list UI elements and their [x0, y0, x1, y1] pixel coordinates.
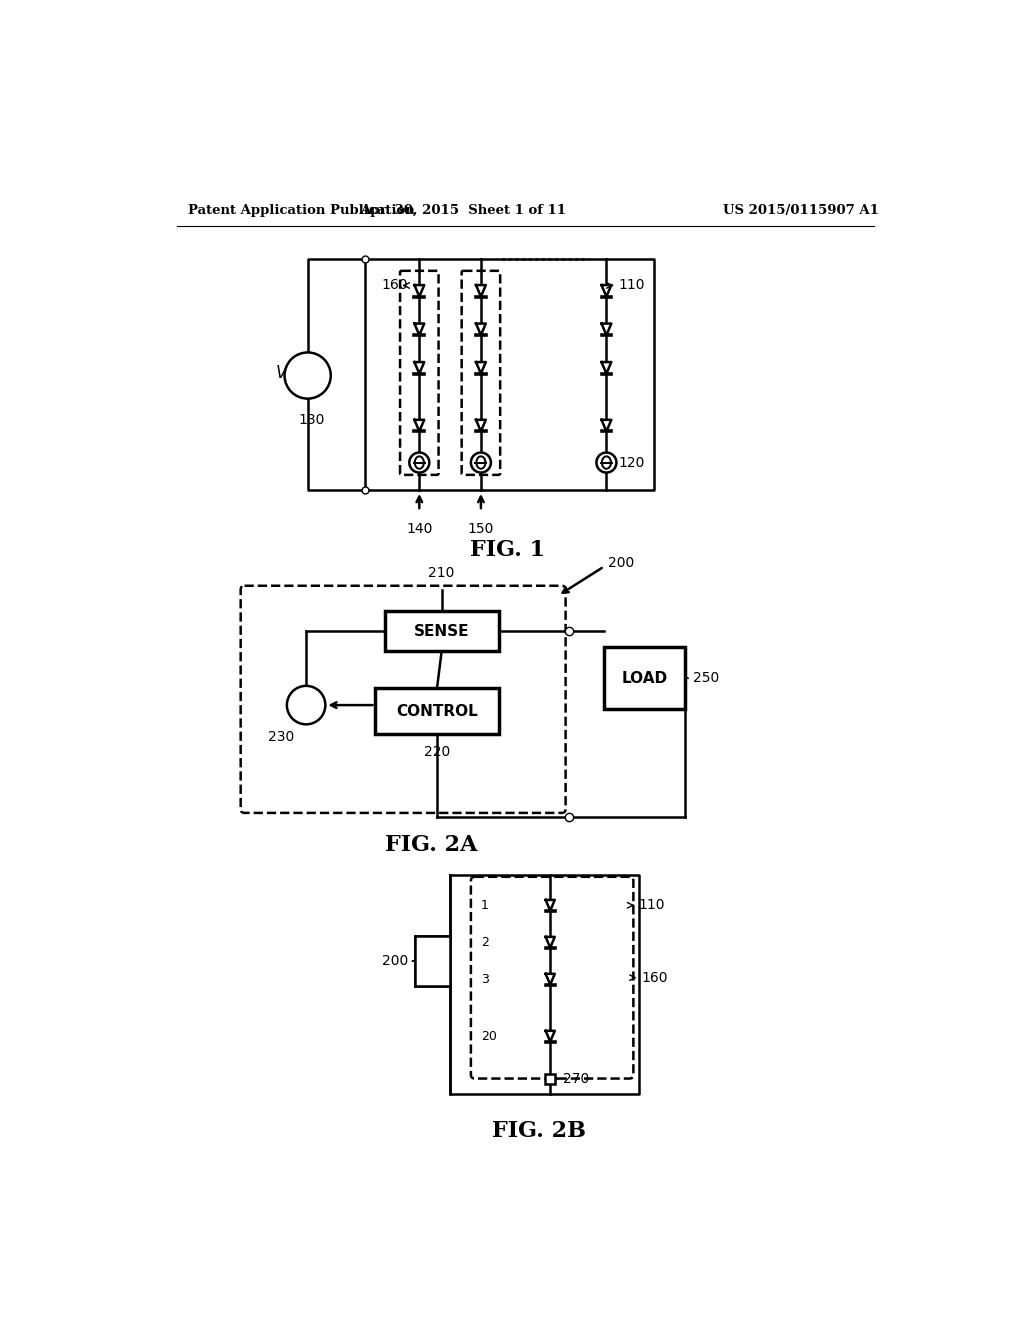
Polygon shape	[601, 285, 611, 297]
Polygon shape	[601, 362, 611, 374]
Polygon shape	[546, 1031, 555, 1041]
FancyBboxPatch shape	[416, 936, 451, 986]
Text: CONTROL: CONTROL	[396, 704, 478, 719]
Polygon shape	[601, 323, 611, 335]
Text: 230: 230	[268, 730, 295, 743]
Text: 250: 250	[692, 671, 719, 685]
Text: 3: 3	[481, 973, 488, 986]
FancyBboxPatch shape	[376, 688, 499, 734]
Polygon shape	[476, 362, 485, 374]
Text: 160: 160	[641, 970, 668, 985]
Text: 110: 110	[639, 899, 666, 912]
Text: Patent Application Publication: Patent Application Publication	[188, 205, 415, 218]
Text: −: −	[297, 705, 309, 719]
Circle shape	[471, 453, 490, 473]
Text: +: +	[306, 693, 318, 706]
Text: 1: 1	[481, 899, 488, 912]
Bar	[545, 1073, 555, 1084]
Text: −: −	[297, 375, 310, 389]
Text: 140: 140	[407, 521, 432, 536]
Text: 20: 20	[481, 1030, 497, 1043]
Polygon shape	[546, 974, 555, 985]
Polygon shape	[546, 937, 555, 948]
Polygon shape	[415, 420, 424, 432]
Text: +: +	[309, 363, 321, 378]
Polygon shape	[415, 323, 424, 335]
Text: Apr. 30, 2015  Sheet 1 of 11: Apr. 30, 2015 Sheet 1 of 11	[360, 205, 566, 218]
Text: 110: 110	[617, 279, 644, 293]
Text: 150: 150	[468, 521, 495, 536]
Circle shape	[596, 453, 616, 473]
Text: LOAD: LOAD	[622, 671, 668, 685]
Text: 120: 120	[617, 455, 644, 470]
Text: FIG. 2B: FIG. 2B	[492, 1119, 586, 1142]
Text: 270: 270	[562, 1072, 589, 1085]
Text: 160: 160	[381, 279, 408, 293]
Polygon shape	[476, 420, 485, 432]
Polygon shape	[415, 362, 424, 374]
Text: 200: 200	[382, 954, 408, 968]
Polygon shape	[601, 420, 611, 432]
Polygon shape	[546, 900, 555, 911]
Text: US 2015/0115907 A1: US 2015/0115907 A1	[723, 205, 879, 218]
Text: FIG. 2A: FIG. 2A	[385, 834, 477, 857]
Circle shape	[287, 686, 326, 725]
Polygon shape	[476, 323, 485, 335]
Text: FIG. 1: FIG. 1	[470, 539, 546, 561]
Circle shape	[285, 352, 331, 399]
Text: V: V	[275, 364, 287, 383]
FancyBboxPatch shape	[604, 647, 685, 709]
Polygon shape	[476, 285, 485, 297]
Circle shape	[410, 453, 429, 473]
FancyBboxPatch shape	[385, 611, 499, 651]
Text: 200: 200	[608, 556, 634, 570]
Polygon shape	[415, 285, 424, 297]
Text: SENSE: SENSE	[414, 623, 469, 639]
Text: 130: 130	[298, 412, 325, 426]
Text: 210: 210	[428, 566, 455, 581]
Text: 220: 220	[424, 744, 451, 759]
Text: 2: 2	[481, 936, 488, 949]
